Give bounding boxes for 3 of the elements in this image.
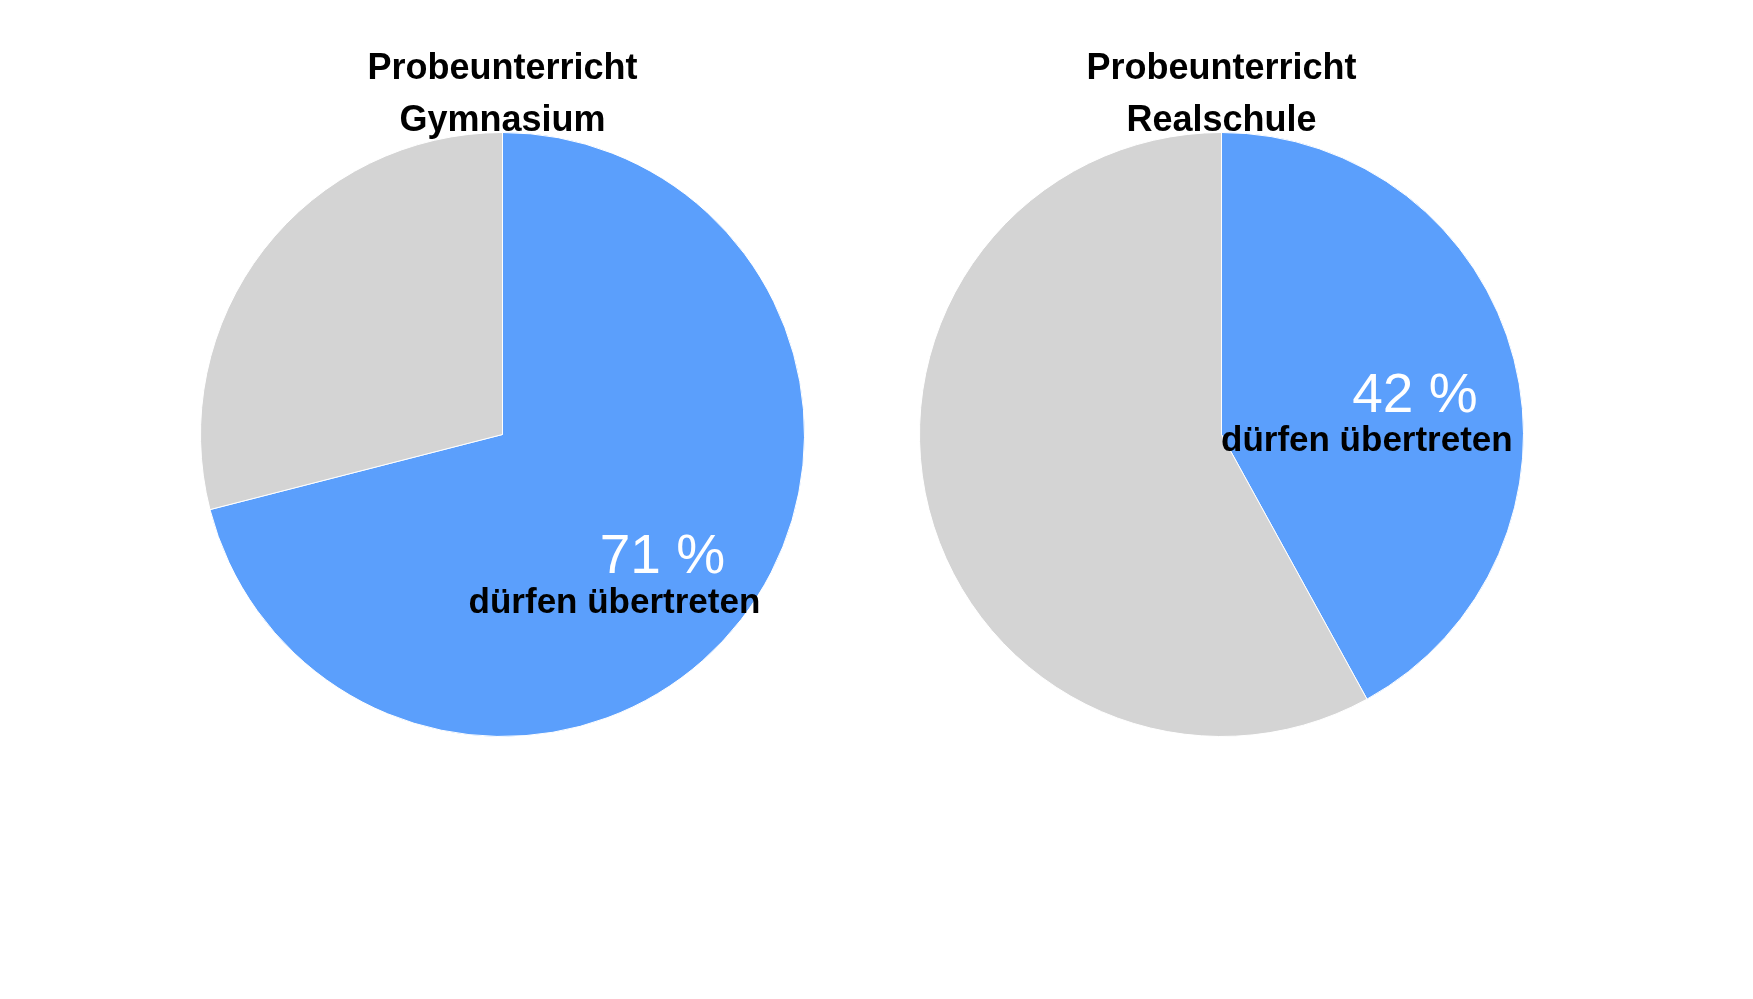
chart-title: Probeunterricht Gymnasium bbox=[367, 46, 638, 139]
chart-title: Probeunterricht Realschule bbox=[1086, 46, 1357, 139]
data-label: 71 % bbox=[599, 523, 726, 586]
